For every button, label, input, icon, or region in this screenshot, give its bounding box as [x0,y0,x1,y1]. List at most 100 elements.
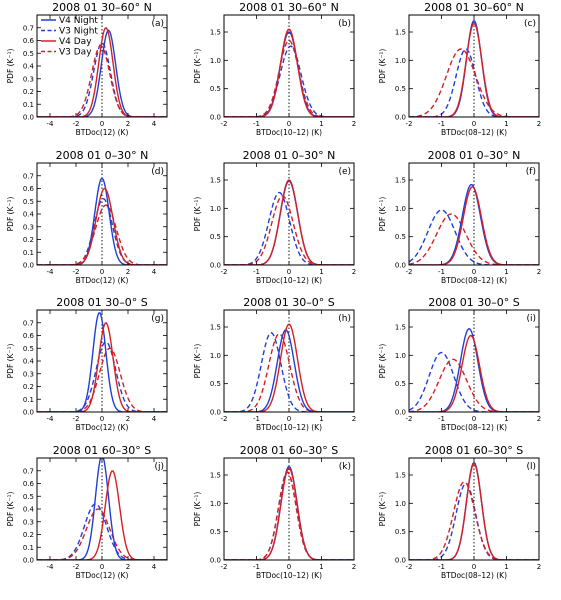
x-tick-label: 0 [287,563,291,571]
x-tick-label: 4 [152,563,157,571]
x-tick-label: 4 [152,120,157,128]
y-tick-label: 0.2 [23,236,34,244]
y-tick-label: 1.5 [395,29,406,37]
panel-c: 2008 01 30–60° N -2 -1 0 1 2 0.0 0.5 1.0 1.5 BTDoc… [378,1,541,137]
series-line-v4-night [409,461,539,560]
x-tick-label: -2 [221,415,228,423]
panel-title: 2008 01 60–30° S [240,444,338,457]
y-tick-label: 0.5 [395,380,406,388]
x-axis-label: BTDoc(12) (K) [76,128,129,137]
series-line-v4-night [37,29,167,117]
x-tick-label: 0 [472,268,476,276]
x-tick-label: 1 [504,120,508,128]
series-line-v4-day [37,187,167,265]
legend-label: V3 Night [59,27,98,37]
x-tick-label: -2 [73,415,80,423]
panel-label: (l) [526,462,536,472]
x-tick-label: -2 [73,120,80,128]
y-tick-label: 0.0 [395,114,406,122]
y-tick-label: 1.0 [395,352,406,360]
y-tick-label: 0.5 [23,493,34,501]
y-tick-label: 1.0 [395,57,406,65]
series-line-v4-day [37,322,167,412]
y-tick-label: 1.5 [395,472,406,480]
series-line-v3-day [224,333,354,412]
panel-title: 2008 01 0–30° N [56,149,149,162]
y-tick-label: 1.0 [210,500,221,508]
y-tick-label: 0.6 [23,480,35,488]
x-axis-label: BTDoc(10–12) (K) [256,423,322,432]
series-line-v3-day [37,508,167,560]
y-tick-label: 0.3 [23,75,34,83]
series-line-v3-day [409,358,539,412]
panel-title: 2008 01 0–30° N [243,149,336,162]
x-tick-label: -2 [221,268,228,276]
x-axis-label: BTDoc(12) (K) [76,571,129,580]
x-tick-label: 0 [472,120,476,128]
y-tick-label: 0.5 [210,528,221,536]
panel-label: (k) [339,462,351,472]
panel-d: 2008 01 0–30° N -4 -2 0 2 4 0.0 0.1 0.2 0.3 0.4 0.5… [6,149,168,285]
x-tick-label: 1 [504,563,508,571]
x-tick-label: -1 [438,268,445,276]
x-tick-label: -2 [406,563,413,571]
x-tick-label: -4 [47,563,55,571]
y-axis-label: PDF (K⁻¹) [378,492,387,527]
x-tick-label: 2 [537,120,541,128]
y-axis-label: PDF (K⁻¹) [6,49,15,84]
panel-label: (e) [338,167,351,177]
panel-e: 2008 01 0–30° N -2 -1 0 1 2 0.0 0.5 1.0 1.5 BTDoc(… [193,149,356,285]
series-line-v3-night [409,209,539,265]
y-tick-label: 0.1 [23,544,34,552]
panel-title: 2008 01 60–30° S [425,444,523,457]
panel-label: (f) [526,167,536,177]
y-axis-label: PDF (K⁻¹) [6,197,15,232]
x-tick-label: -1 [253,268,260,276]
y-tick-label: 0.7 [23,172,34,180]
y-tick-label: 1.0 [395,205,406,213]
y-tick-label: 0.3 [23,370,34,378]
x-tick-label: -4 [47,415,55,423]
x-tick-label: -1 [438,415,445,423]
x-tick-label: -1 [438,563,445,571]
y-tick-label: 0.4 [23,63,35,71]
panel-g: 2008 01 30–0° S -4 -2 0 2 4 0.0 0.1 0.2 0.3 0.4 0.5… [6,296,168,432]
x-tick-label: 0 [100,563,104,571]
panel-title: 2008 01 30–60° N [52,1,152,14]
series-line-v4-night [409,19,539,117]
panel-i: 2008 01 30–0° S -2 -1 0 1 2 0.0 0.5 1.0 1.5 BTDoc(… [378,296,541,432]
y-tick-label: 0.1 [23,249,34,257]
series-line-v4-day [224,467,354,560]
x-tick-label: 0 [100,268,104,276]
series-line-v3-night [224,45,354,117]
panel-label: (c) [524,19,536,29]
y-tick-label: 1.5 [210,177,221,185]
series-line-v4-night [37,311,167,412]
y-axis-label: PDF (K⁻¹) [378,344,387,379]
y-tick-label: 0.5 [23,50,34,58]
panel-title: 2008 01 30–0° S [56,296,147,309]
y-tick-label: 0.0 [210,557,221,565]
panel-title: 2008 01 60–30° S [53,444,151,457]
y-tick-label: 0.1 [23,101,34,109]
series-line-v3-day [224,471,354,560]
x-tick-label: 1 [319,415,323,423]
y-tick-label: 0.4 [23,211,35,219]
series-line-v3-day [37,44,167,117]
y-tick-label: 0.7 [23,24,34,32]
series-line-v3-night [409,351,539,412]
series-line-v4-night [224,329,354,412]
series-group [224,465,354,560]
series-line-v4-night [224,180,354,265]
panel-title: 2008 01 0–30° N [428,149,521,162]
series-group [224,28,354,117]
y-tick-label: 0.0 [395,557,406,565]
y-axis-label: PDF (K⁻¹) [193,344,202,379]
series-line-v4-day [409,462,539,560]
panel-label: (b) [338,19,351,29]
x-tick-label: -2 [406,268,413,276]
y-tick-label: 1.5 [210,472,221,480]
y-tick-label: 1.0 [395,500,406,508]
x-tick-label: 0 [472,563,476,571]
panel-title: 2008 01 30–60° N [424,1,524,14]
